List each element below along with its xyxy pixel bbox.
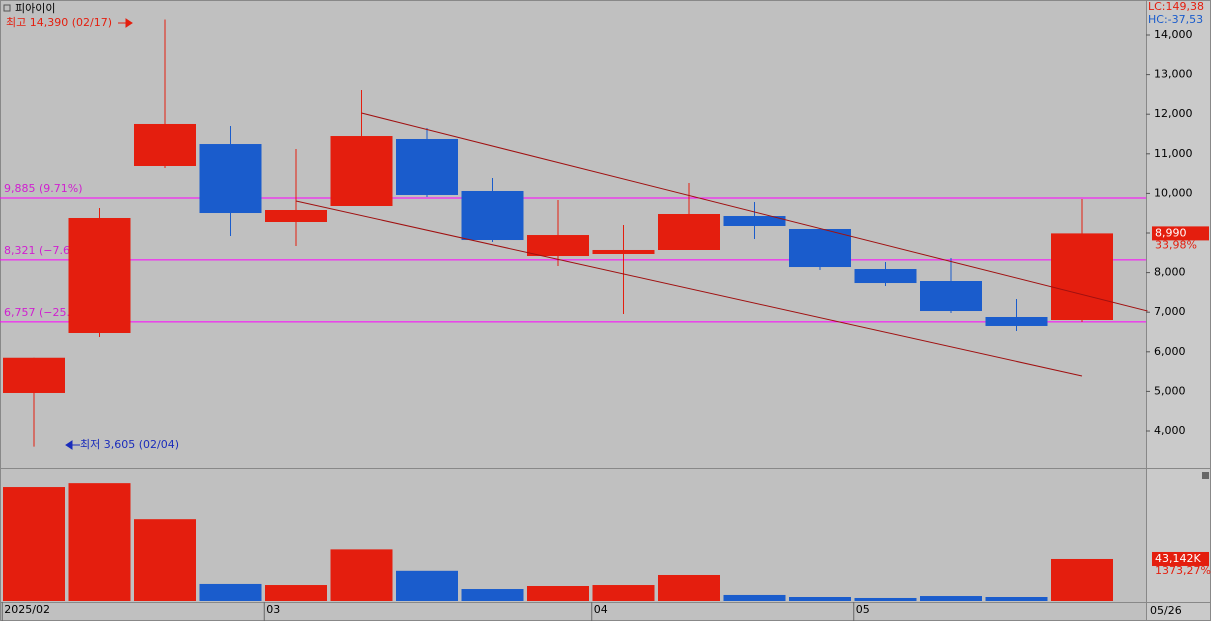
price-tag — [1152, 226, 1209, 241]
y-tick-label: 7,000 — [1154, 305, 1186, 318]
candle-body — [789, 229, 851, 268]
volume-bar — [3, 487, 65, 601]
candle-body — [592, 249, 655, 254]
y-tick-label: 14,000 — [1154, 28, 1193, 41]
candle-body — [199, 144, 262, 214]
volume-bar — [527, 586, 589, 601]
candle-body — [920, 280, 982, 312]
trendline — [361, 112, 1148, 312]
lc-text: LC:149,38 — [1148, 0, 1204, 13]
trendline — [295, 200, 1083, 377]
volume-bar — [68, 483, 131, 601]
candle-body — [985, 316, 1048, 326]
candle-body — [658, 213, 720, 250]
volume-tag — [1152, 551, 1209, 566]
volume-bar — [920, 596, 982, 601]
volume-bar — [134, 519, 196, 601]
candle-body — [461, 190, 524, 241]
x-tick-label: 04 — [594, 603, 608, 616]
candle-body — [1051, 233, 1113, 321]
level-label: 9,885 (9.71%) — [4, 182, 83, 195]
volume-bar — [199, 583, 262, 601]
price-change: 33,98% — [1155, 238, 1197, 251]
arrow — [65, 440, 80, 450]
volume-bar — [854, 597, 917, 601]
volume-bar — [265, 585, 327, 601]
volume-bar — [723, 594, 786, 601]
icon — [3, 4, 11, 12]
volume-bar — [658, 574, 720, 601]
candle-body — [854, 269, 917, 284]
y-tick-label: 4,000 — [1154, 424, 1186, 437]
candle-body — [134, 123, 196, 167]
volume-bar — [1051, 558, 1113, 601]
candle-body — [527, 235, 589, 257]
candle-body — [265, 209, 327, 222]
volume-bar — [330, 549, 393, 601]
hc-text: HC:-37,53 — [1148, 13, 1203, 26]
arrow — [118, 18, 133, 28]
low-note: 최저 3,605 (02/04) — [80, 438, 179, 451]
y-tick-label: 8,000 — [1154, 266, 1186, 279]
y-tick-label: 12,000 — [1154, 107, 1193, 120]
volume-bar — [461, 589, 524, 601]
candle-body — [396, 138, 458, 195]
axis-panel — [1147, 0, 1211, 621]
candle-body — [3, 357, 65, 393]
y-tick-label: 11,000 — [1154, 147, 1193, 160]
candle-body — [723, 216, 786, 226]
close-button[interactable] — [1202, 472, 1209, 479]
volume-bar — [396, 570, 458, 601]
volume-bar — [789, 597, 851, 601]
candle-body — [68, 217, 131, 333]
y-tick-label: 5,000 — [1154, 384, 1186, 397]
y-tick-label: 13,000 — [1154, 68, 1193, 81]
title: 피아이이 — [15, 2, 55, 15]
volume-bar — [592, 585, 655, 601]
x-tick-label: 03 — [266, 603, 280, 616]
last-date: 05/26 — [1150, 604, 1182, 617]
x-tick-label: 2025/02 — [4, 603, 50, 616]
price-tag-label: 8,990 — [1155, 226, 1187, 239]
volume-tag-label: 43,142K — [1155, 552, 1201, 565]
x-tick-label: 05 — [856, 603, 870, 616]
volume-bar — [985, 597, 1048, 601]
y-tick-label: 6,000 — [1154, 345, 1186, 358]
volume-change: 1373,27% — [1155, 564, 1211, 577]
y-tick-label: 10,000 — [1154, 186, 1193, 199]
candle-body — [330, 136, 393, 206]
high-note: 최고 14,390 (02/17) — [6, 16, 112, 29]
